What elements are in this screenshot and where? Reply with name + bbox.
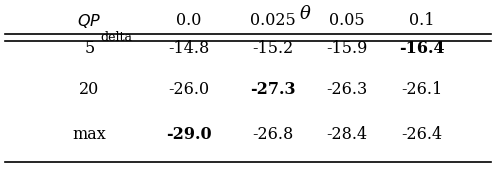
Text: -27.3: -27.3 xyxy=(250,81,296,98)
Text: 0.1: 0.1 xyxy=(409,12,434,29)
Text: -15.2: -15.2 xyxy=(252,40,294,57)
Text: 20: 20 xyxy=(79,81,99,98)
Text: -26.3: -26.3 xyxy=(326,81,368,98)
Text: 0.05: 0.05 xyxy=(329,12,365,29)
Text: -26.4: -26.4 xyxy=(401,126,442,143)
Text: -28.4: -28.4 xyxy=(327,126,368,143)
Text: -26.1: -26.1 xyxy=(401,81,442,98)
Text: delta: delta xyxy=(101,31,132,44)
Text: 0.025: 0.025 xyxy=(250,12,296,29)
Text: θ: θ xyxy=(300,5,310,23)
Text: -26.8: -26.8 xyxy=(252,126,294,143)
Text: -16.4: -16.4 xyxy=(399,40,444,57)
Text: -26.0: -26.0 xyxy=(168,81,209,98)
Text: -15.9: -15.9 xyxy=(326,40,368,57)
Text: max: max xyxy=(72,126,106,143)
Text: 0.0: 0.0 xyxy=(176,12,201,29)
Text: -14.8: -14.8 xyxy=(168,40,209,57)
Text: $QP$: $QP$ xyxy=(77,12,101,30)
Text: 5: 5 xyxy=(84,40,94,57)
Text: -29.0: -29.0 xyxy=(166,126,211,143)
